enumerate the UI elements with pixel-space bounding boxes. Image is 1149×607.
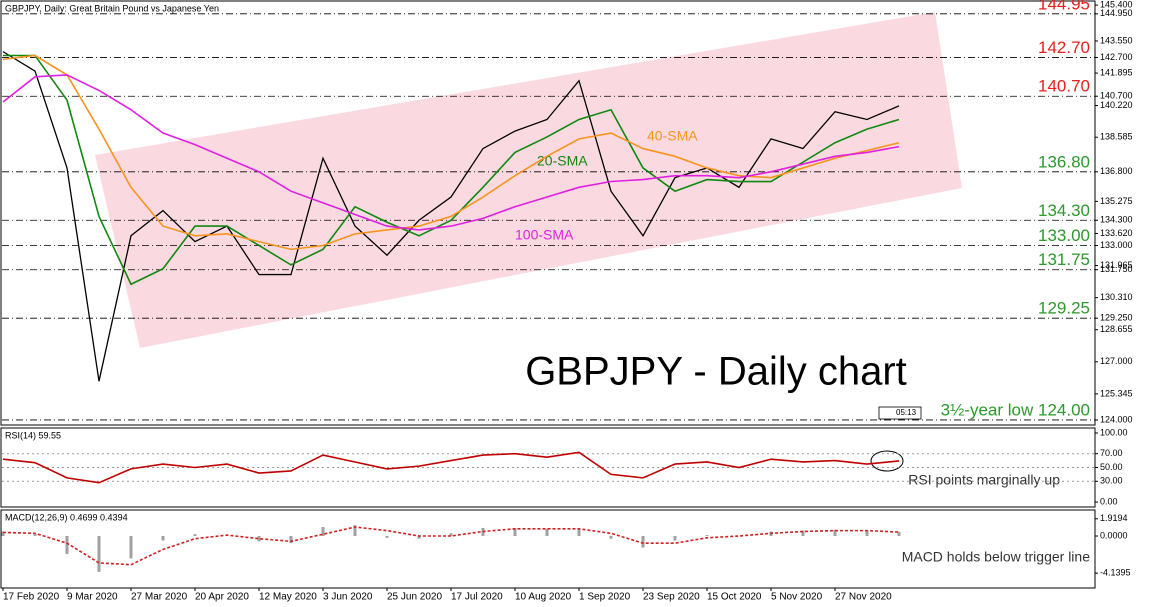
histogram-bar [801,530,805,536]
level-label: 136.80 [1038,152,1090,171]
y-tick-label: 125.345 [1100,388,1133,398]
histogram-bar [193,534,197,536]
y-tick-label: 131.750 [1100,264,1133,274]
x-tick-label: 27 Mar 2020 [131,592,188,603]
y-tick-label: 145.400 [1100,0,1133,9]
y-tick-label: 1.9194 [1100,513,1128,523]
y-tick-label: 100.00 [1100,427,1128,437]
x-tick-label: 23 Sep 2020 [643,592,700,603]
level-label: 134.30 [1038,201,1090,220]
level-label: 144.95 [1038,0,1090,13]
histogram-bar [705,535,709,536]
y-tick-label: -4.1395 [1100,567,1131,577]
y-tick-label: 124.000 [1100,414,1133,424]
histogram-bar [449,533,453,536]
series-label: 20-SMA [537,153,588,169]
histogram-bar [833,529,837,536]
series-line [2,451,900,484]
histogram-bar [577,527,581,536]
level-label: 140.70 [1038,77,1090,96]
y-tick-label: 70.00 [1100,448,1123,458]
x-tick-label: 17 Jul 2020 [451,592,503,603]
histogram-bar [321,527,325,536]
y-tick-label: 142.700 [1100,52,1133,62]
x-tick-label: 20 Apr 2020 [195,592,249,603]
x-tick-label: 15 Oct 2020 [707,592,762,603]
chart-title: GBPJPY - Daily chart [525,350,907,394]
y-tick-label: 135.275 [1100,196,1133,206]
x-tick-label: 10 Aug 2020 [515,592,572,603]
timer: 05:13 [896,408,917,417]
macd-panel-frame [0,509,1096,589]
x-tick-label: 1 Sep 2020 [579,592,631,603]
series-label: 100-SMA [515,227,574,243]
histogram-bar [641,536,645,548]
macd-annotation: MACD holds below trigger line [902,549,1091,565]
chart-subtitle: GBPJPY, Daily: Great Britain Pound vs Ja… [5,3,219,13]
x-tick-label: 27 Nov 2020 [835,592,892,603]
histogram-bar [545,528,549,536]
macd-title: MACD(12,26,9) 0.4699 0.4394 [5,512,128,522]
x-tick-label: 3 Jun 2020 [323,592,373,603]
histogram-bar [897,531,901,536]
y-tick-label: 0.0000 [1100,530,1128,540]
x-tick-label: 25 Jun 2020 [387,592,442,603]
histogram-bar [609,536,613,539]
histogram-bar [289,536,293,544]
series-label: 40-SMA [647,128,698,144]
y-tick-label: 143.550 [1100,35,1133,45]
histogram-bar [1,531,5,536]
series-line [2,74,900,231]
y-tick-label: 136.800 [1100,166,1133,176]
x-tick-label: 9 Mar 2020 [67,592,118,603]
timer-box [878,406,922,420]
rsi-title: RSI(14) 59.55 [5,430,61,440]
histogram-bar [385,536,389,538]
y-tick-label: 131.965 [1100,260,1133,270]
level-label: 133.00 [1038,226,1090,245]
histogram-bar [33,534,37,536]
histogram-bar [161,536,165,541]
x-tick-label: 5 Nov 2020 [771,592,823,603]
y-tick-label: 144.950 [1100,8,1133,18]
y-tick-label: 128.655 [1100,324,1133,334]
y-tick-label: 138.585 [1100,132,1133,142]
y-tick-label: 130.310 [1100,292,1133,302]
histogram-bar [417,536,421,539]
rsi-highlight [870,450,904,472]
y-tick-label: 129.250 [1100,313,1133,323]
x-tick-label: 12 May 2020 [259,592,317,603]
y-tick-label: 140.220 [1100,100,1133,110]
y-tick-label: 127.000 [1100,356,1133,366]
y-tick-label: 140.700 [1100,91,1133,101]
histogram-bar [513,527,517,536]
y-tick-label: 0.00 [1100,496,1118,506]
level-label: 142.70 [1038,38,1090,57]
histogram-bar [257,536,261,542]
level-label: 129.25 [1038,299,1090,318]
y-tick-label: 134.300 [1100,215,1133,225]
level-label: 131.75 [1038,250,1090,269]
y-tick-label: 133.620 [1100,228,1133,238]
histogram-bar [97,536,101,572]
main-panel-frame [0,0,1096,426]
y-tick-label: 30.00 [1100,476,1123,486]
histogram-bar [65,536,69,554]
series-line [2,51,900,382]
histogram-bar [353,525,357,536]
rsi-annotation: RSI points marginally up [908,472,1060,488]
series-line [3,54,900,286]
x-tick-label: 17 Feb 2020 [3,592,60,603]
y-tick-label: 141.895 [1100,67,1133,77]
histogram-bar [865,530,869,536]
y-tick-label: 50.00 [1100,462,1123,472]
histogram-bar [673,536,677,541]
y-tick-label: 133.000 [1100,240,1133,250]
level-label: 3½-year low 124.00 [941,400,1090,419]
histogram-bar [129,536,133,559]
